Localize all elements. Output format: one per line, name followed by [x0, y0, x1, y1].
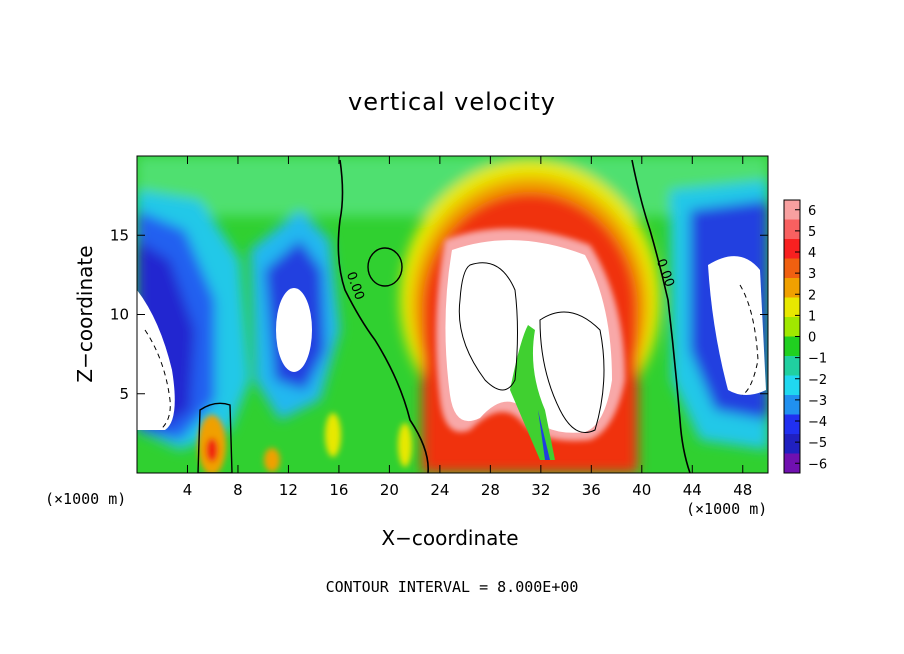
- x-tick-label: 4: [183, 481, 193, 499]
- colorbar-tick-label: −2: [808, 373, 827, 388]
- colorbar-tick-label: 1: [808, 309, 816, 324]
- colorbar-swatch: [784, 414, 800, 435]
- colorbar-tick-label: 0: [808, 331, 816, 346]
- x-unit-label-left: (×1000 m): [45, 490, 127, 508]
- x-tick-label: 40: [632, 481, 651, 499]
- colorbar-swatch: [784, 278, 800, 298]
- x-tick-label: 28: [481, 481, 500, 499]
- colorbar-swatch: [784, 356, 800, 376]
- colorbar-tick-label: 3: [808, 267, 816, 282]
- heatmap-field: 0.00 0.00: [137, 156, 768, 473]
- x-tick-label: 36: [582, 481, 601, 499]
- y-tick-label: 5: [119, 385, 129, 403]
- colorbar-tick-label: −1: [808, 352, 827, 367]
- colorbar-swatch: [784, 258, 800, 279]
- colorbar-tick-label: 5: [808, 225, 816, 240]
- y-axis-label: Z−coordinate: [73, 245, 97, 383]
- contour-interval-note: CONTOUR INTERVAL = 8.000E+00: [325, 578, 579, 596]
- colorbar-tick-label: 4: [808, 246, 816, 261]
- x-tick-label: 8: [233, 481, 243, 499]
- colorbar-swatch: [784, 375, 800, 396]
- colorbar-tick-label: −3: [808, 394, 827, 409]
- colorbar-swatch: [784, 219, 800, 240]
- colorbar-tick-label: −6: [808, 457, 827, 472]
- colorbar-tick-label: 6: [808, 204, 816, 219]
- x-tick-label: 48: [733, 481, 752, 499]
- colorbar-swatch: [784, 395, 800, 415]
- colorbar: 6 5 4 3 2 1 0 −1 −2 −3 −4 −5 −6: [783, 199, 827, 474]
- x-tick-label: 16: [329, 481, 348, 499]
- colorbar-tick-label: −4: [808, 415, 827, 430]
- y-tick-label: 15: [110, 226, 129, 244]
- x-axis-label: X−coordinate: [381, 526, 519, 550]
- colorbar-swatch: [784, 297, 800, 318]
- x-tick-label: 44: [683, 481, 702, 499]
- x-tick-label: 32: [531, 481, 550, 499]
- x-tick-label: 24: [430, 481, 449, 499]
- colorbar-tick-label: 2: [808, 288, 816, 303]
- colorbar-swatch: [784, 200, 800, 220]
- colorbar-swatch: [784, 239, 800, 259]
- y-tick-label: 10: [110, 306, 129, 324]
- x-unit-label-right: (×1000 m): [686, 500, 768, 518]
- chart-title: vertical velocity: [348, 88, 556, 116]
- x-tick-label: 12: [279, 481, 298, 499]
- colorbar-swatch: [784, 434, 800, 454]
- colorbar-swatch: [784, 317, 800, 337]
- colorbar-swatch: [784, 336, 800, 357]
- colorbar-swatch: [784, 453, 800, 474]
- colorbar-tick-label: −5: [808, 436, 827, 451]
- x-tick-label: 20: [380, 481, 399, 499]
